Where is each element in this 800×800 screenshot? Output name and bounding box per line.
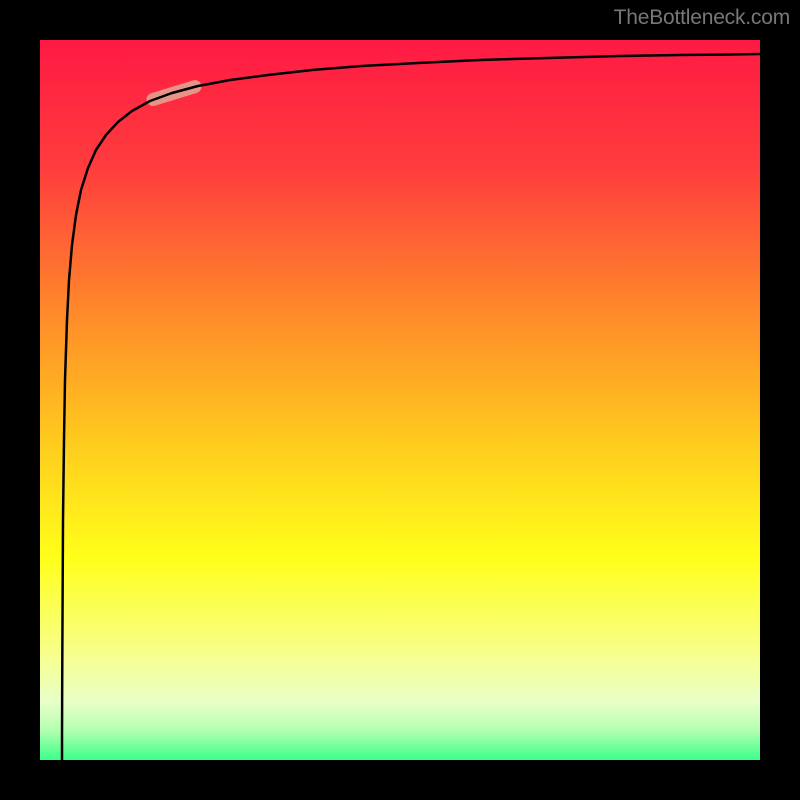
- main-curve: [62, 54, 760, 760]
- bottleneck-chart: TheBottleneck.com: [0, 0, 800, 800]
- attribution-label: TheBottleneck.com: [614, 6, 790, 30]
- curve-layer: [40, 40, 760, 760]
- plot-area: [40, 40, 760, 760]
